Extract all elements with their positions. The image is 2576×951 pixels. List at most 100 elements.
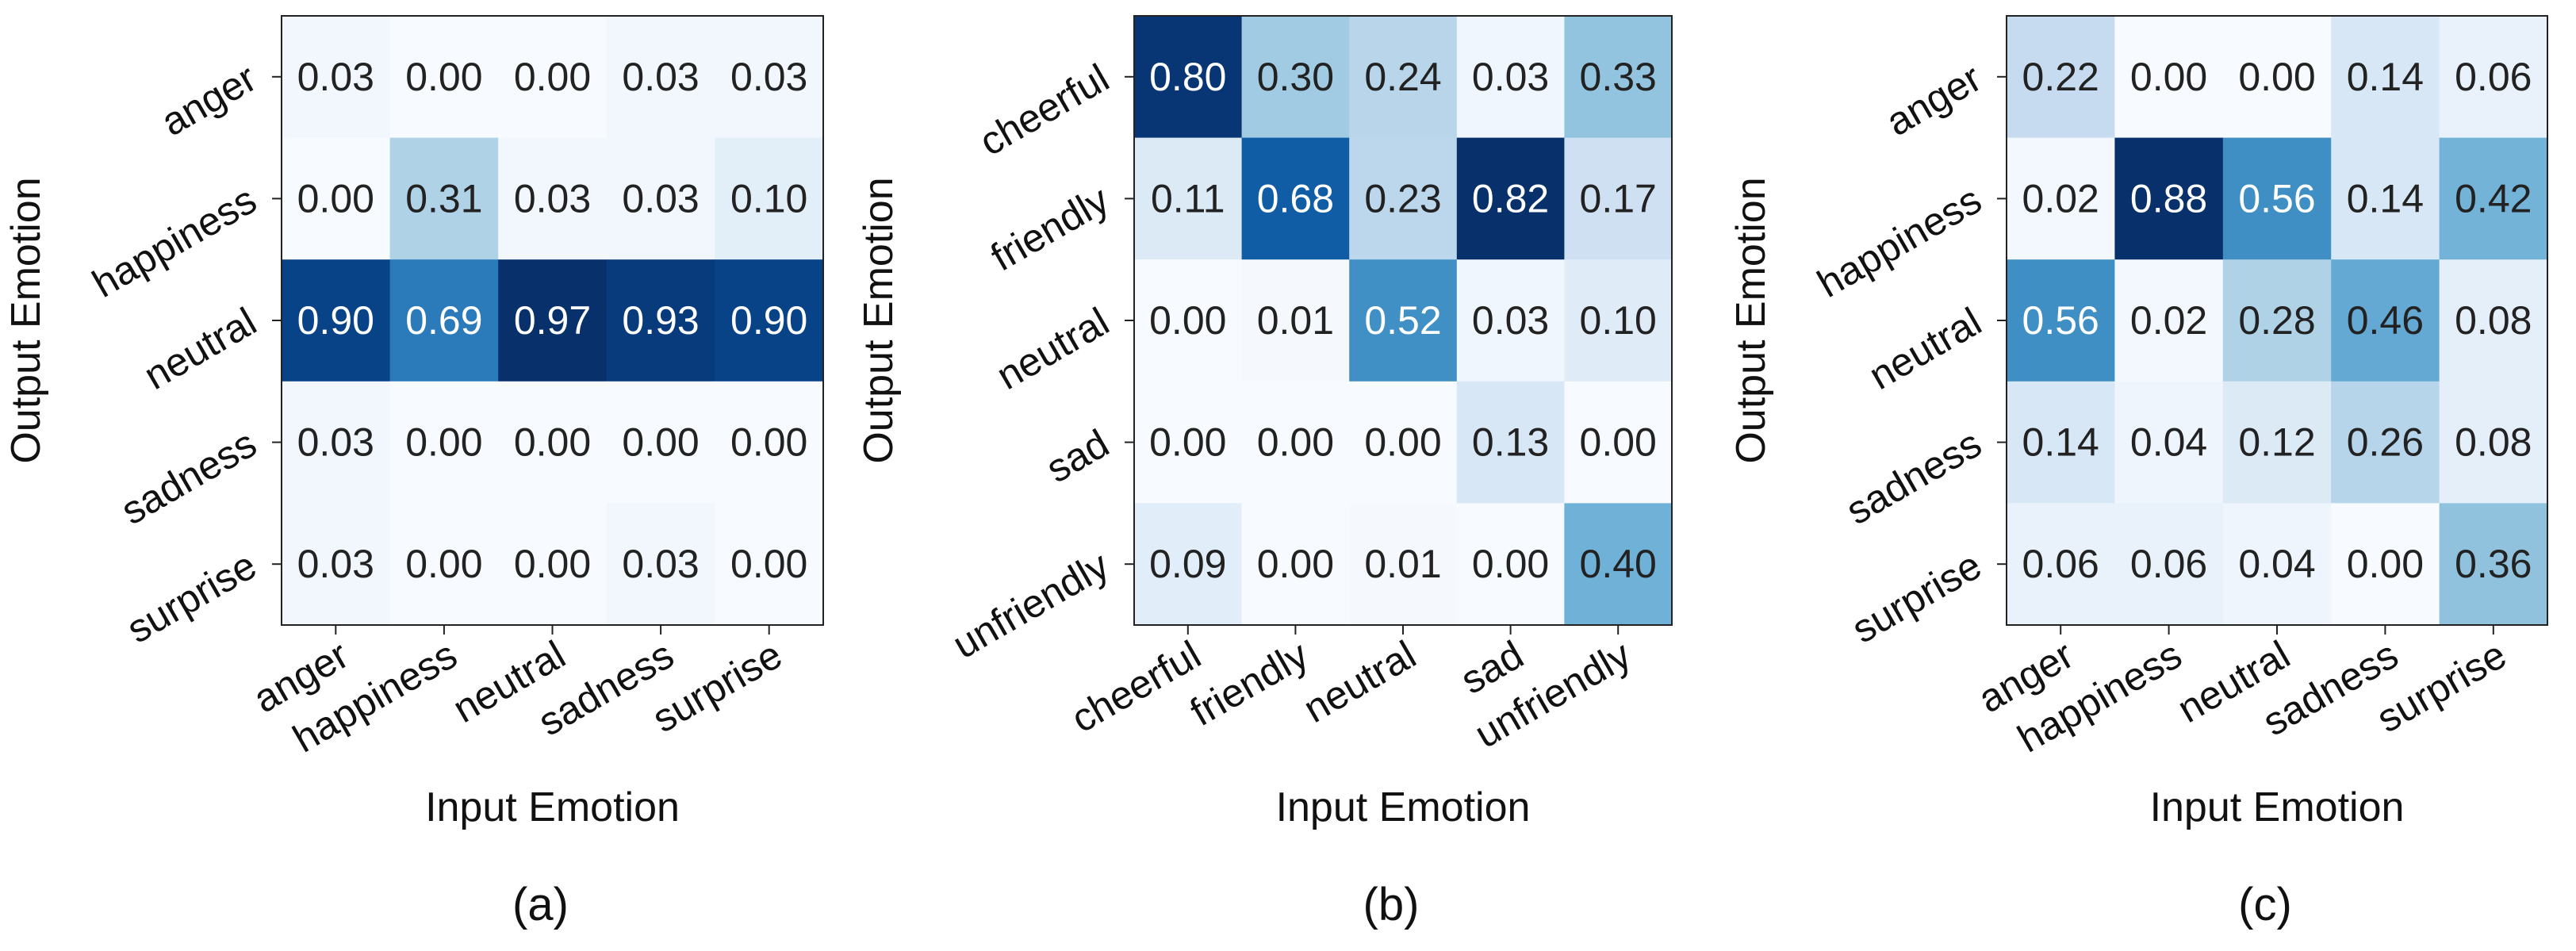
cell-value-label: 0.06 — [2455, 55, 2532, 99]
cell-value-label: 0.17 — [1580, 176, 1657, 220]
y-tick-label: friendly — [983, 177, 1117, 279]
heatmap-cell — [606, 381, 715, 504]
cell-value-label: 0.02 — [2130, 298, 2207, 343]
heatmap-cell — [2439, 16, 2548, 139]
cell-value-label: 0.06 — [2022, 542, 2099, 586]
y-axis-label: Output Emotion — [856, 177, 902, 463]
cell-value-label: 0.03 — [622, 542, 699, 586]
cell-value-label: 0.03 — [514, 176, 591, 220]
y-tick-label: sadness — [113, 421, 263, 534]
x-tick-label: neutral — [1296, 632, 1423, 731]
cell-value-label: 0.00 — [1149, 420, 1226, 465]
heatmap-cell — [389, 381, 499, 504]
cell-value-label: 0.00 — [514, 542, 591, 586]
heatmap-cell — [498, 16, 608, 139]
cell-value-label: 0.68 — [1257, 176, 1334, 220]
heatmap-cell — [2114, 381, 2224, 504]
cell-value-label: 0.36 — [2455, 542, 2532, 586]
heatmap-cell — [1456, 503, 1565, 626]
heatmap-cell — [606, 503, 715, 626]
y-tick-label: sad — [1039, 421, 1117, 492]
heatmap-cell — [606, 16, 715, 139]
cell-value-label: 0.00 — [1364, 420, 1441, 465]
heatmap-cell — [715, 259, 824, 382]
cell-value-label: 0.28 — [2238, 298, 2315, 343]
cell-value-label: 0.03 — [622, 176, 699, 220]
cell-value-label: 0.00 — [405, 420, 482, 465]
x-axis-label: Input Emotion — [2150, 784, 2405, 830]
heatmap-cell — [389, 16, 499, 139]
heatmap-cell — [1349, 259, 1458, 382]
cell-value-label: 0.26 — [2347, 420, 2424, 465]
heatmap-cell — [2114, 137, 2224, 260]
heatmap-cell — [498, 381, 608, 504]
cell-value-label: 0.00 — [1472, 542, 1549, 586]
heatmap-cell — [2007, 137, 2115, 260]
heatmap-cell — [1134, 259, 1243, 382]
heatmap-cell — [1456, 259, 1565, 382]
heatmap-cell — [1134, 503, 1243, 626]
heatmap-cell — [1456, 381, 1565, 504]
y-tick-label: cheerful — [972, 56, 1116, 164]
cell-value-label: 0.00 — [405, 542, 482, 586]
heatmap-cell — [282, 381, 391, 504]
cell-value-label: 0.56 — [2238, 176, 2315, 220]
heatmap-cell — [1456, 137, 1565, 260]
heatmap-cell — [1349, 503, 1458, 626]
cell-value-label: 0.01 — [1364, 542, 1441, 586]
cell-value-label: 0.30 — [1257, 55, 1334, 99]
cell-value-label: 0.06 — [2130, 542, 2207, 586]
heatmap-cell — [498, 137, 608, 260]
cell-value-label: 0.82 — [1472, 176, 1549, 220]
y-axis-label: Output Emotion — [3, 177, 49, 463]
cell-value-label: 0.10 — [1580, 298, 1657, 343]
cell-value-label: 0.00 — [2347, 542, 2424, 586]
y-tick-label: unfriendly — [945, 543, 1117, 667]
cell-value-label: 0.24 — [1364, 55, 1441, 99]
cell-value-label: 0.80 — [1149, 55, 1226, 99]
heatmap-cell — [606, 259, 715, 382]
heatmap-cell — [2222, 381, 2332, 504]
heatmap-cell — [2114, 259, 2224, 382]
y-tick-label: neutral — [989, 299, 1116, 398]
cell-value-label: 0.08 — [2455, 298, 2532, 343]
heatmap-cell — [1564, 259, 1673, 382]
heatmap-cell — [282, 137, 391, 260]
heatmap-cell — [498, 503, 608, 626]
cell-value-label: 0.13 — [1472, 420, 1549, 465]
heatmap-cell — [282, 259, 391, 382]
heatmap-cell — [1134, 381, 1243, 504]
cell-value-label: 0.03 — [297, 55, 374, 99]
cell-value-label: 0.03 — [730, 55, 807, 99]
heatmap-cell — [1134, 16, 1243, 139]
heatmap-cell — [1564, 381, 1673, 504]
y-tick-label: anger — [1879, 56, 1989, 144]
heatmap-cell — [1349, 137, 1458, 260]
x-axis-label: Input Emotion — [425, 784, 680, 830]
cell-value-label: 0.00 — [622, 420, 699, 465]
cell-value-label: 0.03 — [1472, 298, 1549, 343]
cell-value-label: 0.00 — [514, 420, 591, 465]
heatmap-cell — [2007, 503, 2115, 626]
cell-value-label: 0.00 — [730, 542, 807, 586]
y-tick-label: happiness — [85, 177, 263, 305]
y-tick-label: neutral — [1861, 299, 1988, 398]
heatmap-cell — [1564, 503, 1673, 626]
heatmap-panel-1: 0.03 0.00 0.00 0.03 0.03 0.00 0.31 0.03 0.03 0.10… — [3, 15, 824, 930]
cell-value-label: 0.00 — [1580, 420, 1657, 465]
heatmap-cell — [2222, 16, 2332, 139]
cell-value-label: 0.00 — [2238, 55, 2315, 99]
heatmap-panel-3: 0.22 0.00 0.00 0.14 0.06 0.02 0.88 0.56 0.14 0.42… — [1728, 15, 2548, 930]
heatmap-cell — [1564, 137, 1673, 260]
cell-value-label: 0.00 — [1149, 298, 1226, 343]
heatmap-cell — [2439, 503, 2548, 626]
cell-value-label: 0.14 — [2347, 55, 2424, 99]
y-tick-label: sadness — [1838, 421, 1988, 534]
heatmap-cell — [715, 137, 824, 260]
heatmap-cell — [715, 381, 824, 504]
panel-caption: (c) — [2238, 879, 2292, 930]
heatmap-cell — [1241, 259, 1350, 382]
cell-value-label: 0.69 — [405, 298, 482, 343]
cell-value-label: 0.56 — [2022, 298, 2099, 343]
cell-value-label: 0.01 — [1257, 298, 1334, 343]
